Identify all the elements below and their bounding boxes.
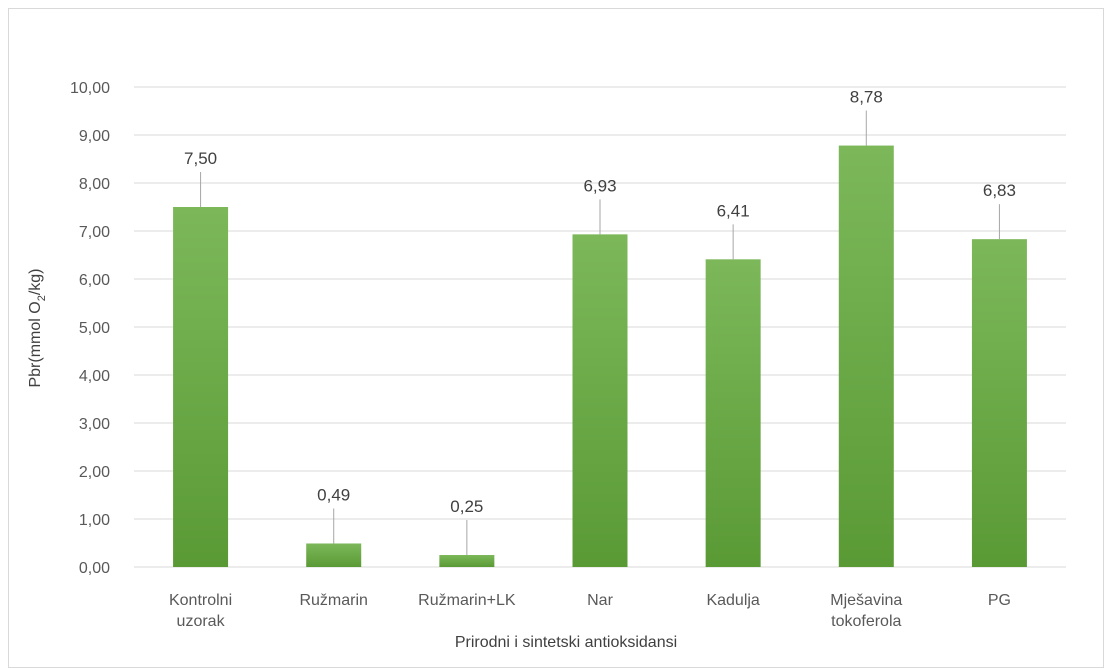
data-label: 6,41	[717, 201, 750, 220]
y-tick-label: 9,00	[79, 128, 110, 145]
x-axis-title: Prirodni i sintetski antioksidansi	[455, 634, 677, 650]
y-tick-label: 1,00	[79, 512, 110, 529]
y-tick-label: 2,00	[79, 464, 110, 481]
data-label: 0,49	[317, 485, 350, 504]
x-category-labels: Kontrolni uzorak Ružmarin Ružmarin+LK Nar Kad…	[169, 592, 1011, 630]
bar	[306, 543, 362, 567]
x-category-label: Ružmarin+LK	[418, 592, 516, 609]
bar	[439, 555, 495, 567]
bar	[971, 239, 1027, 567]
data-label: 7,50	[184, 149, 217, 168]
gridlines	[134, 86, 1066, 568]
x-category-label: Kadulja	[706, 592, 759, 609]
data-labels: 7,50 0,49 0,25 6,93 6,41 8,78 6,83	[184, 88, 1016, 516]
x-category-label: PG	[988, 592, 1011, 609]
y-tick-label: 7,00	[79, 224, 110, 241]
y-tick-label: 10,00	[70, 80, 110, 97]
bar	[173, 207, 229, 567]
y-tick-labels: 0,00 1,00 2,00 3,00 4,00 5,00 6,00 7,00 8,00 9,00…	[70, 80, 110, 577]
x-category-label: Mješavina tokoferola	[830, 592, 902, 630]
bar	[838, 145, 894, 567]
y-axis-title: Pbr(mmol O2/kg)	[27, 268, 48, 387]
y-tick-label: 4,00	[79, 368, 110, 385]
bar	[572, 234, 628, 568]
data-label: 8,78	[850, 88, 883, 107]
x-category-label: Ružmarin	[299, 592, 367, 609]
y-tick-label: 5,00	[79, 320, 110, 337]
bar	[705, 259, 761, 567]
x-category-label: Nar	[587, 592, 613, 609]
x-category-label: Kontrolni uzorak	[169, 592, 232, 630]
y-tick-label: 0,00	[79, 560, 110, 577]
bar-chart: 0,00 1,00 2,00 3,00 4,00 5,00 6,00 7,00 8,00 9,00…	[27, 80, 1066, 650]
y-tick-label: 6,00	[79, 272, 110, 289]
y-tick-label: 8,00	[79, 176, 110, 193]
data-label: 6,83	[983, 181, 1016, 200]
data-label: 0,25	[450, 497, 483, 516]
bars	[173, 145, 1027, 568]
y-tick-label: 3,00	[79, 416, 110, 433]
data-label: 6,93	[583, 176, 616, 195]
data-label-leaders	[200, 110, 1000, 555]
